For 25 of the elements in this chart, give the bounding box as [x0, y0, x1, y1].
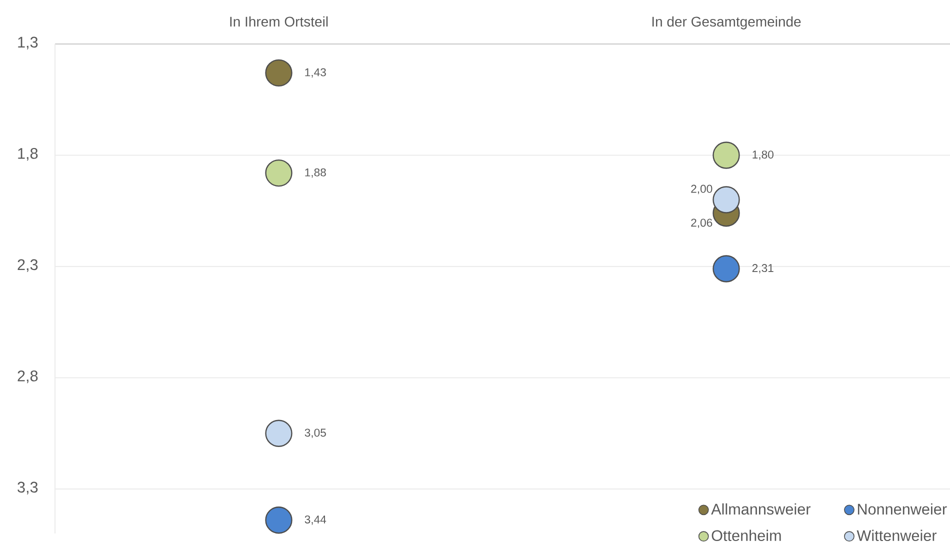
data-label: 3,44 — [304, 515, 326, 525]
y-tick-label: 3,3 — [18, 482, 38, 494]
y-tick-label: 2,3 — [18, 259, 38, 272]
point — [712, 255, 740, 282]
data-label: 3,05 — [304, 428, 326, 438]
point — [265, 59, 292, 87]
legend-label: Ottenheim — [712, 530, 781, 542]
point — [712, 186, 740, 214]
data-label: 1,88 — [305, 168, 326, 178]
legend-label: Allmannsweier — [711, 503, 810, 515]
x-tick-label: In Ihrem Ortsteil — [230, 16, 328, 27]
data-label: 2,00 — [691, 184, 712, 194]
data-label: 2,06 — [691, 218, 712, 228]
data-label: 1,80 — [752, 150, 774, 160]
y-tick-label: 1,8 — [18, 148, 38, 161]
point — [265, 159, 292, 187]
point — [712, 142, 740, 169]
legend-label: Nonnenweier — [858, 503, 947, 515]
data-label: 2,31 — [752, 264, 774, 274]
y-tick-label: 1,3 — [18, 36, 38, 50]
point — [265, 420, 292, 447]
x-tick-label: In der Gesamtgemeinde — [652, 16, 801, 30]
legend-label: Wittenweier — [856, 530, 937, 542]
data-label: 1,43 — [305, 68, 326, 78]
y-tick-label: 2,8 — [18, 370, 38, 384]
